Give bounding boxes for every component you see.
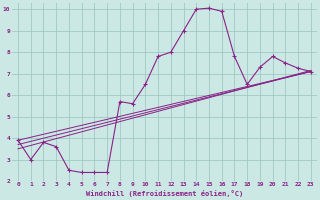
X-axis label: Windchill (Refroidissement éolien,°C): Windchill (Refroidissement éolien,°C) [86, 190, 243, 197]
